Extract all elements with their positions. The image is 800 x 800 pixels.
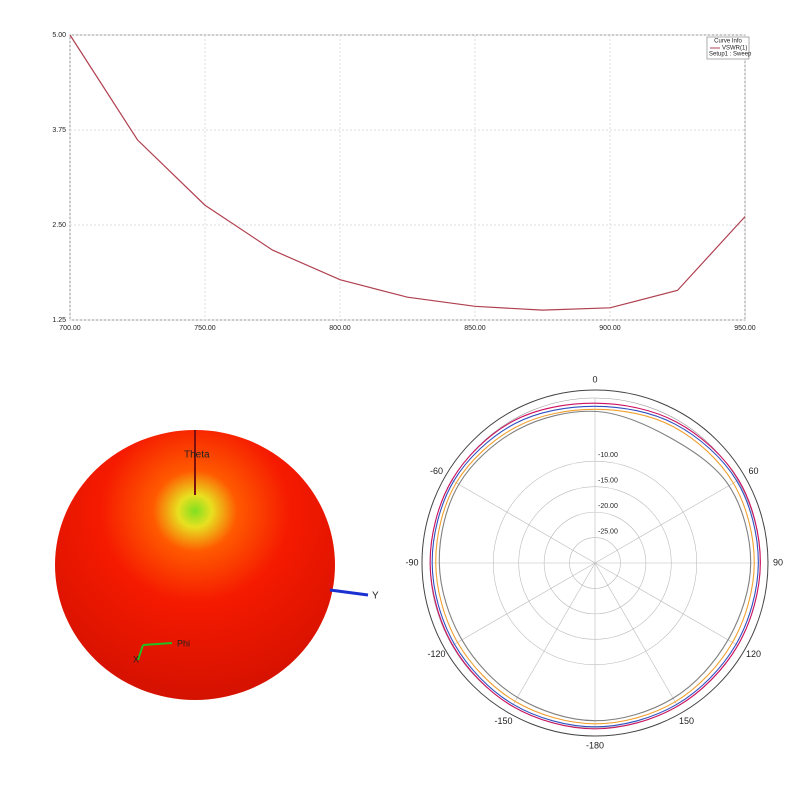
angle-tick-label: -90 (405, 557, 418, 567)
x-tick-label: 900.00 (599, 325, 621, 332)
legend-entry: VSWR(1) (722, 46, 747, 52)
spoke (594, 480, 739, 564)
x-tick-label: 700.00 (59, 325, 81, 332)
spoke (451, 562, 596, 646)
x-tick-label: 850.00 (464, 325, 486, 332)
y-tick-label: 3.75 (52, 127, 66, 134)
angle-tick-label: -180 (586, 740, 604, 750)
angle-tick-label: -120 (428, 649, 446, 659)
axis-label: Theta (184, 450, 210, 461)
x-tick-label: 800.00 (329, 325, 351, 332)
angle-tick-label: 90 (773, 557, 783, 567)
plot-area (69, 34, 746, 321)
vswr-chart: 1.25 2.50 3.75 5.00 700.00 750.00 800.00 850.00… (52, 32, 755, 332)
legend-subtitle: Setup1 : Sweep (709, 52, 752, 58)
spoke (594, 562, 739, 646)
y-tick-label: 1.25 (52, 317, 66, 324)
x-arrow (137, 644, 144, 661)
x-tick-label: 950.00 (734, 325, 756, 332)
pattern-curve (431, 405, 759, 728)
axis-label: Y (372, 591, 379, 602)
polar-chart: -10.00 -15.00 -20.00 -25.00 0 60 90 120 150 -180 -… (405, 374, 783, 750)
angle-tick-label: -150 (494, 716, 512, 726)
r-tick-label: -15.00 (598, 478, 618, 485)
y-tick-label: 5.00 (52, 32, 66, 39)
r-tick-label: -10.00 (598, 452, 618, 459)
angle-tick-label: -60 (430, 466, 443, 476)
angle-tick-label: 120 (746, 649, 761, 659)
legend-box (706, 36, 750, 60)
axis-label: X (133, 654, 139, 664)
radiation-body (55, 430, 335, 700)
r-tick-label: -25.00 (598, 528, 618, 535)
spoke (594, 562, 678, 707)
axis-label: Phi (177, 638, 190, 648)
x-tick-label: 750.00 (194, 325, 216, 332)
phi-arrow (142, 642, 173, 646)
angle-tick-label: 60 (748, 466, 758, 476)
angle-tick-label: 150 (679, 716, 694, 726)
spoke (451, 480, 596, 564)
angle-tick-label: 0 (592, 374, 597, 384)
pattern-curve (435, 408, 755, 725)
y-tick-label: 2.50 (52, 222, 66, 229)
pattern-3d: Theta Phi Y X (55, 430, 379, 700)
line-series (69, 34, 746, 311)
y-axis-arrow (329, 588, 369, 597)
legend-title: Curve Info (714, 39, 742, 45)
pattern-curve (429, 402, 761, 730)
pattern-curve (438, 410, 752, 722)
r-tick-label: -20.00 (598, 503, 618, 510)
spoke (512, 562, 596, 707)
